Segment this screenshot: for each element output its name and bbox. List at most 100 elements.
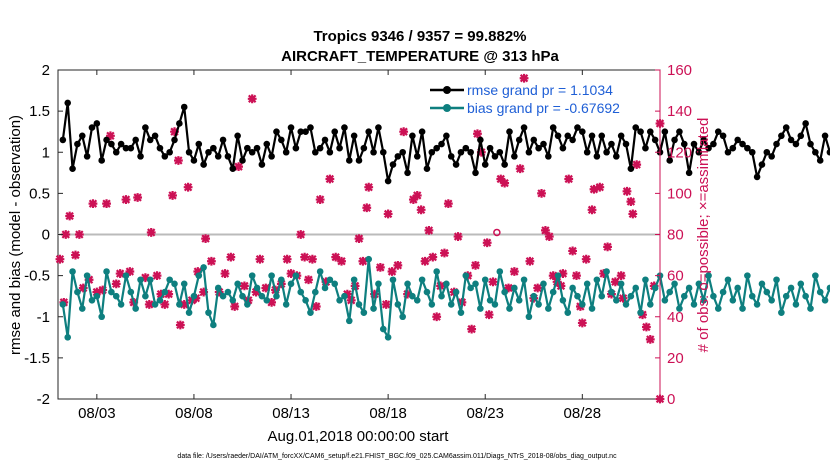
- rmse-point: [239, 157, 246, 164]
- rmse-point: [617, 132, 625, 140]
- bias-point: [768, 297, 775, 304]
- obs-assimilated-marker: [408, 195, 418, 204]
- obs-assimilated-marker: [234, 162, 243, 172]
- bias-point: [506, 305, 513, 312]
- bias-point: [685, 284, 693, 292]
- rmse-point: [637, 128, 644, 135]
- bias-point: [443, 280, 450, 288]
- obs-assimilated-marker: [399, 127, 409, 137]
- obs-assimilated-marker: [193, 267, 203, 276]
- chart-title-line2: AIRCRAFT_TEMPERATURE @ 313 hPa: [281, 48, 559, 65]
- bias-point: [74, 288, 81, 296]
- obs-assimilated-marker: [595, 182, 605, 192]
- bias-point: [540, 280, 547, 288]
- rmse-point: [268, 153, 275, 160]
- bias-point: [826, 284, 830, 292]
- rmse-point: [690, 140, 698, 148]
- obs-assimilated-marker: [144, 300, 154, 309]
- obs-assimilated-marker: [387, 267, 397, 276]
- rmse-point: [273, 128, 280, 135]
- bias-point: [64, 334, 72, 341]
- bias-point: [700, 297, 707, 304]
- y-tick-label-left: -0.5: [24, 268, 50, 285]
- rmse-point: [447, 153, 455, 160]
- obs-assimilated-marker: [589, 184, 599, 194]
- rmse-point: [768, 153, 775, 160]
- bias-point: [59, 301, 67, 308]
- bias-point: [661, 297, 669, 304]
- y-tick-label-left: 1: [42, 144, 50, 161]
- bias-point: [127, 288, 135, 296]
- rmse-point: [278, 136, 285, 144]
- x-tick-label: 08/18: [369, 405, 407, 422]
- rmse-point: [341, 124, 348, 131]
- bias-point: [200, 264, 207, 271]
- x-axis-label: Aug.01,2018 00:00:00 start: [268, 428, 450, 445]
- bias-point: [821, 297, 829, 304]
- rmse-point: [583, 148, 591, 156]
- rmse-point: [569, 136, 576, 144]
- rmse-point: [744, 144, 751, 152]
- bias-point: [69, 268, 76, 275]
- rmse-point: [210, 144, 217, 152]
- bias-point: [627, 292, 635, 300]
- rmse-point: [603, 148, 610, 156]
- bias-point: [632, 284, 640, 292]
- rmse-point: [336, 144, 343, 152]
- bias-point: [535, 301, 542, 308]
- rmse-point: [477, 136, 484, 144]
- bias-point: [807, 305, 814, 312]
- rmse-point: [108, 140, 115, 148]
- y-tick-label-right: 20: [667, 350, 684, 367]
- rmse-point: [574, 124, 581, 131]
- rmse-point: [253, 144, 261, 152]
- rmse-point: [642, 144, 649, 152]
- bias-point: [146, 276, 154, 284]
- rmse-point: [98, 157, 105, 164]
- rmse-point: [685, 169, 693, 177]
- obs-assimilated-marker: [564, 174, 574, 184]
- obs-assimilated-marker: [325, 174, 335, 184]
- bias-point: [695, 280, 703, 288]
- bias-point: [418, 276, 426, 284]
- rmse-point: [205, 148, 212, 156]
- rmse-point: [481, 161, 489, 168]
- bias-point: [530, 292, 538, 300]
- bias-point: [554, 272, 562, 279]
- obs-assimilated-marker: [642, 322, 651, 332]
- bias-point: [462, 272, 470, 279]
- rmse-point: [540, 140, 547, 148]
- rmse-point: [763, 148, 771, 156]
- obs-assimilated-marker: [467, 324, 477, 334]
- rmse-point: [627, 165, 635, 172]
- bias-point: [588, 305, 596, 312]
- rmse-point: [331, 128, 339, 135]
- rmse-point: [515, 136, 523, 144]
- obs-assimilated-marker: [473, 129, 482, 139]
- rmse-point: [666, 157, 674, 164]
- rmse-point: [695, 148, 703, 156]
- obs-assimilated-marker: [321, 277, 331, 287]
- rmse-point: [462, 144, 470, 152]
- rmse-point: [287, 124, 295, 131]
- obs-assimilated-marker: [420, 256, 430, 266]
- bias-point: [93, 292, 101, 300]
- obs-assimilated-marker: [471, 260, 480, 270]
- rmse-point: [413, 153, 421, 160]
- rmse-point: [88, 124, 96, 131]
- rmse-series: [59, 99, 830, 185]
- y-axis-label-left: rmse and bias (model - observation): [7, 115, 24, 355]
- rmse-point: [549, 124, 557, 131]
- bias-point: [515, 297, 523, 304]
- obs-assimilated-marker: [71, 250, 80, 260]
- bias-point: [142, 292, 149, 300]
- bias-point: [248, 272, 256, 279]
- rmse-point: [224, 153, 232, 160]
- rmse-point: [802, 120, 809, 127]
- obs-assimilated-marker: [168, 191, 177, 200]
- rmse-point: [787, 136, 795, 144]
- rmse-point: [821, 132, 829, 140]
- y-tick-label-left: 1.5: [29, 103, 50, 120]
- bias-point: [792, 301, 800, 308]
- bias-point: [287, 280, 295, 288]
